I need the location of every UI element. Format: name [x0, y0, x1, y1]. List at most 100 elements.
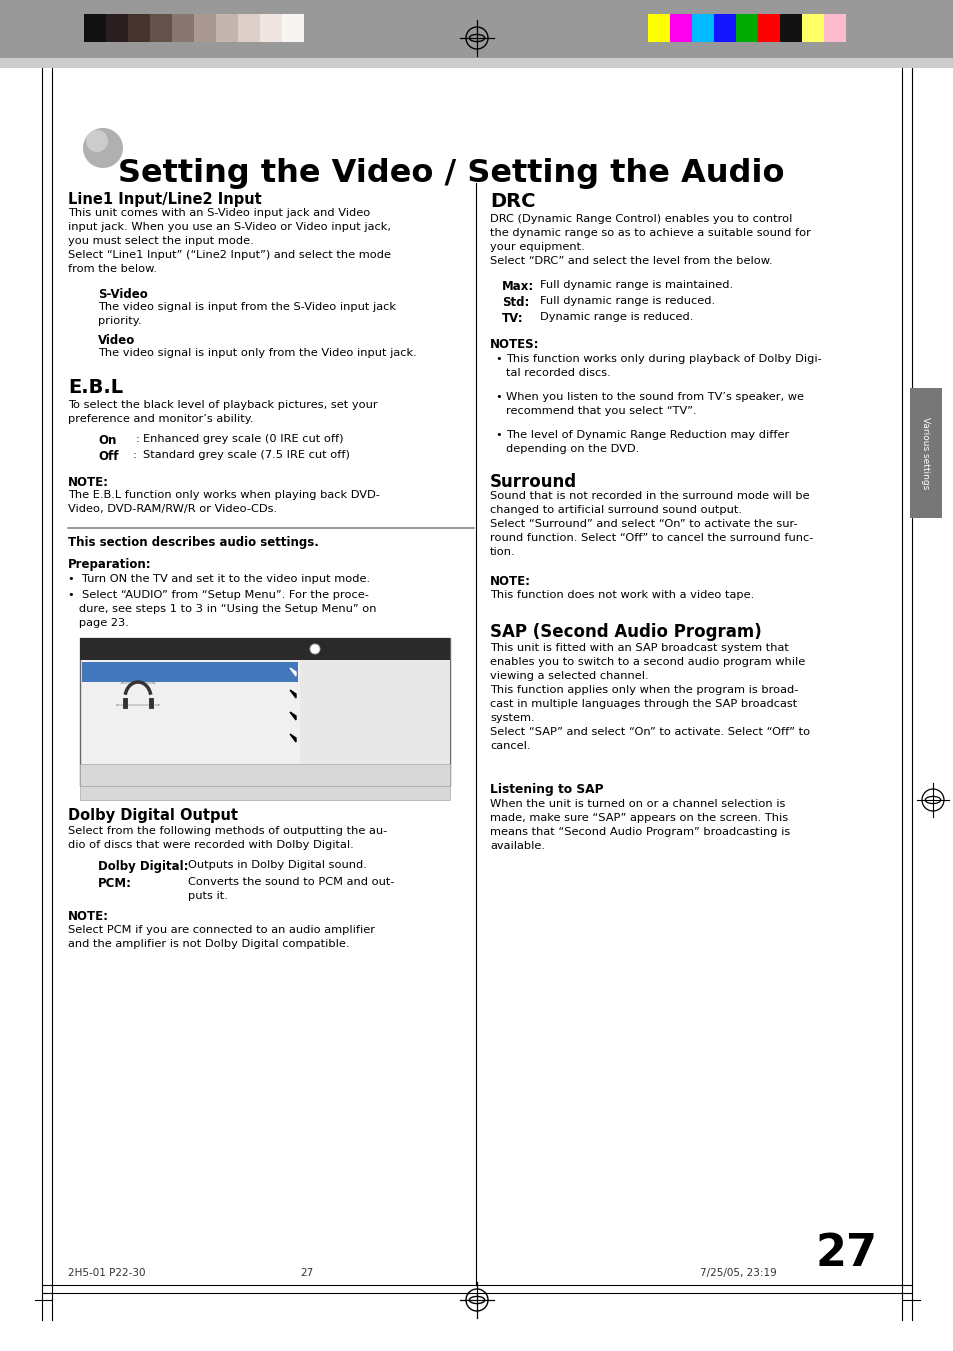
Bar	[823, 14, 845, 42]
Text: DRC: DRC	[490, 192, 535, 211]
Bar	[193, 14, 215, 42]
Bar	[282, 14, 304, 42]
Text: Select: Select	[100, 767, 123, 777]
Text: The level of Dynamic Range Reduction may differ
depending on the DVD.: The level of Dynamic Range Reduction may…	[505, 430, 788, 454]
Circle shape	[116, 676, 160, 720]
Text: 2H5-01 P22-30: 2H5-01 P22-30	[68, 1269, 146, 1278]
Text: To select the black level of playback pictures, set your
preference and monitor’: To select the black level of playback pi…	[68, 400, 377, 424]
Bar	[780, 14, 801, 42]
Text: Dolby Digital:: Dolby Digital:	[98, 861, 189, 873]
Bar	[82, 728, 297, 748]
Text: This function does not work with a video tape.: This function does not work with a video…	[490, 590, 754, 600]
Text: E.B.L: E.B.L	[68, 378, 123, 397]
Text: This unit is fitted with an SAP broadcast system that
enables you to switch to a: This unit is fitted with an SAP broadcas…	[490, 643, 809, 751]
Text: RETURN: RETURN	[220, 767, 251, 777]
Text: :: :	[136, 434, 140, 444]
Bar	[0, 58, 953, 68]
Text: TV:: TV:	[501, 312, 523, 326]
Bar	[713, 14, 735, 42]
Text: The E.B.L function only works when playing back DVD-
Video, DVD-RAM/RW/R or Vide: The E.B.L function only works when playi…	[68, 490, 379, 513]
Text: Dynamic range is reduced.: Dynamic range is reduced.	[539, 312, 693, 322]
Bar	[691, 14, 713, 42]
Text: Full dynamic range is reduced.: Full dynamic range is reduced.	[539, 296, 715, 305]
Text: On: On	[98, 434, 116, 447]
Text: Listening to SAP: Listening to SAP	[490, 784, 603, 796]
Text: Full dynamic range is maintained.: Full dynamic range is maintained.	[539, 280, 732, 290]
Text: Converts the sound to PCM and out-
puts it.: Converts the sound to PCM and out- puts …	[188, 877, 395, 901]
Text: AUDIO: AUDIO	[90, 642, 128, 653]
Polygon shape	[290, 734, 295, 742]
Circle shape	[310, 644, 319, 654]
Circle shape	[83, 128, 123, 168]
Bar	[647, 14, 669, 42]
Text: Dolby Digital Output: Dolby Digital Output	[88, 666, 190, 676]
Text: DRC: DRC	[88, 688, 109, 698]
Text: When you listen to the sound from TV’s speaker, we
recommend that you select “TV: When you listen to the sound from TV’s s…	[505, 392, 803, 416]
Text: Line1 Input/Line2 Input: Line1 Input/Line2 Input	[68, 192, 261, 207]
Text: This function works only during playback of Dolby Digi-
tal recorded discs.: This function works only during playback…	[505, 354, 821, 378]
Text: :: :	[132, 450, 136, 459]
Text: Dolby Digital: Dolby Digital	[324, 643, 382, 653]
Bar	[82, 707, 297, 725]
Text: NOTES:: NOTES:	[490, 338, 539, 351]
Bar	[735, 14, 758, 42]
Text: Enter: Enter	[185, 767, 206, 777]
Bar	[84, 14, 106, 42]
Polygon shape	[290, 667, 295, 676]
Text: Off: Off	[98, 450, 118, 463]
Circle shape	[86, 130, 108, 153]
Bar	[758, 14, 780, 42]
Bar	[150, 14, 172, 42]
Text: Dolby Digital Output: Dolby Digital Output	[68, 808, 237, 823]
Bar	[106, 14, 128, 42]
Text: •  Turn ON the TV and set it to the video input mode.: • Turn ON the TV and set it to the video…	[68, 574, 370, 584]
Text: SAP (Second Audio Program): SAP (Second Audio Program)	[490, 623, 760, 640]
Bar	[260, 14, 282, 42]
Text: Video: Video	[98, 334, 135, 347]
Text: •: •	[495, 430, 501, 440]
Bar	[0, 0, 953, 58]
Text: Surround: Surround	[88, 711, 133, 720]
Text: Select from the following methods of outputting the au-
dio of discs that were r: Select from the following methods of out…	[68, 825, 387, 850]
Bar	[128, 14, 150, 42]
Text: Select PCM if you are connected to an audio amplifier
and the amplifier is not D: Select PCM if you are connected to an au…	[68, 925, 375, 948]
Text: 27: 27	[815, 1232, 877, 1275]
Text: NOTE:: NOTE:	[490, 576, 531, 588]
Bar	[82, 684, 297, 704]
Bar	[80, 638, 450, 661]
Bar	[82, 662, 297, 682]
Text: Sound that is not recorded in the surround mode will be
changed to artificial su: Sound that is not recorded in the surrou…	[490, 490, 813, 557]
Text: End: End	[120, 790, 134, 798]
Text: Various settings: Various settings	[921, 417, 929, 489]
Text: The video signal is input only from the Video input jack.: The video signal is input only from the …	[98, 349, 416, 358]
Text: Std:: Std:	[501, 296, 529, 309]
Text: NOTE:: NOTE:	[68, 911, 109, 923]
Text: This section describes audio settings.: This section describes audio settings.	[68, 536, 318, 549]
Text: •: •	[495, 354, 501, 363]
Text: ◄►: ◄►	[85, 767, 96, 777]
Bar	[80, 765, 450, 786]
Text: NOTE:: NOTE:	[68, 476, 109, 489]
Text: SAP: SAP	[88, 732, 107, 742]
Text: The video signal is input from the S-Video input jack
priority.: The video signal is input from the S-Vid…	[98, 303, 395, 326]
Text: 7/25/05, 23:19: 7/25/05, 23:19	[700, 1269, 776, 1278]
Text: •: •	[495, 392, 501, 403]
Bar	[80, 786, 450, 800]
Text: S-Video: S-Video	[98, 288, 148, 301]
Text: Max:: Max:	[501, 280, 534, 293]
Bar	[801, 14, 823, 42]
Text: This unit comes with an S-Video input jack and Video
input jack. When you use an: This unit comes with an S-Video input ja…	[68, 208, 391, 274]
Text: PCM: PCM	[324, 674, 343, 684]
Text: When the unit is turned on or a channel selection is
made, make sure “SAP” appea: When the unit is turned on or a channel …	[490, 798, 789, 851]
Text: Surround: Surround	[490, 473, 577, 490]
Text: Back: Back	[270, 767, 288, 777]
Bar	[0, 68, 953, 91]
Polygon shape	[290, 690, 295, 698]
Bar	[237, 14, 260, 42]
Text: PCM:: PCM:	[98, 877, 132, 890]
Bar	[80, 638, 450, 786]
Text: Preparation:: Preparation:	[68, 558, 152, 571]
Text: Enhanced grey scale (0 IRE cut off): Enhanced grey scale (0 IRE cut off)	[143, 434, 343, 444]
Bar	[215, 14, 237, 42]
Text: ENTER: ENTER	[145, 767, 173, 777]
